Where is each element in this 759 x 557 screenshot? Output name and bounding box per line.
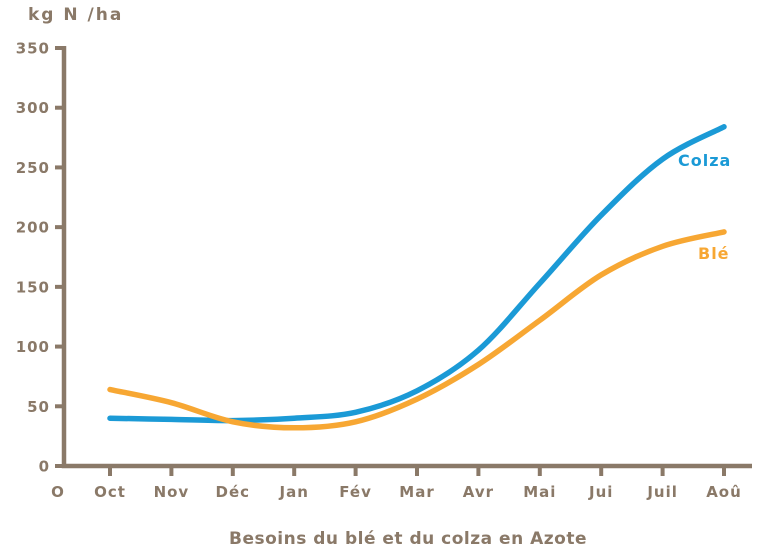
x-tick-label: Juil bbox=[646, 483, 678, 501]
legend-label-colza: Colza bbox=[678, 151, 732, 170]
x-tick-label: Jui bbox=[588, 483, 613, 501]
x-origin-label: O bbox=[51, 483, 65, 501]
y-tick-label: 250 bbox=[16, 159, 50, 177]
x-tick-label: Aoû bbox=[706, 483, 742, 501]
x-tick-label: Mai bbox=[523, 483, 556, 501]
x-tick-label: Jan bbox=[279, 483, 309, 501]
y-tick-label: 50 bbox=[27, 398, 50, 416]
legend-label-ble: Blé bbox=[698, 244, 730, 263]
y-tick-label: 150 bbox=[16, 278, 50, 296]
chart-title: Besoins du blé et du colza en Azote bbox=[229, 529, 587, 549]
series-line-blé bbox=[107, 229, 727, 431]
x-tick-label: Déc bbox=[216, 483, 251, 501]
y-tick-label: 100 bbox=[16, 338, 50, 356]
y-tick-label: 300 bbox=[16, 99, 50, 117]
y-tick-label: 0 bbox=[39, 458, 50, 476]
x-tick-label: Nov bbox=[154, 483, 190, 501]
x-tick-label: Mar bbox=[399, 483, 434, 501]
x-tick-label: Fév bbox=[339, 483, 372, 501]
y-tick-label: 200 bbox=[16, 219, 50, 237]
series-line-colza bbox=[107, 124, 727, 424]
x-tick-label: Oct bbox=[94, 483, 126, 501]
y-tick-label: 350 bbox=[16, 40, 50, 58]
x-tick-label: Avr bbox=[463, 483, 494, 501]
y-axis-title: kg N /ha bbox=[28, 5, 124, 25]
